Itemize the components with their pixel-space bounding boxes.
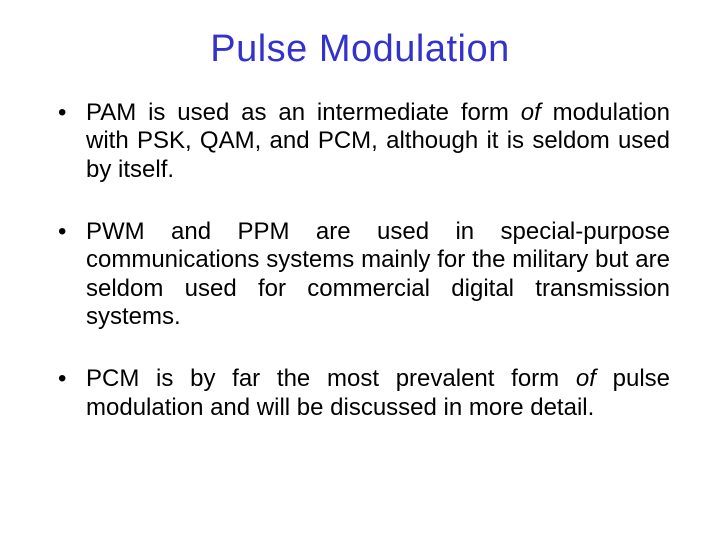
bullet-text-pre: PWM and PPM are used in special-purpose …: [86, 218, 670, 330]
list-item: PAM is used as an intermediate form of m…: [50, 99, 670, 184]
bullet-text-ital: of: [576, 365, 596, 392]
bullet-list: PAM is used as an intermediate form of m…: [50, 99, 670, 422]
list-item: PCM is by far the most prevalent form of…: [50, 365, 670, 422]
bullet-text-pre: PAM is used as an intermediate form: [86, 99, 521, 126]
list-item: PWM and PPM are used in special-purpose …: [50, 218, 670, 331]
slide: Pulse Modulation PAM is used as an inter…: [0, 0, 720, 540]
slide-title: Pulse Modulation: [50, 28, 670, 71]
bullet-text-pre: PCM is by far the most prevalent form: [86, 365, 576, 392]
bullet-text-ital: of: [521, 99, 541, 126]
